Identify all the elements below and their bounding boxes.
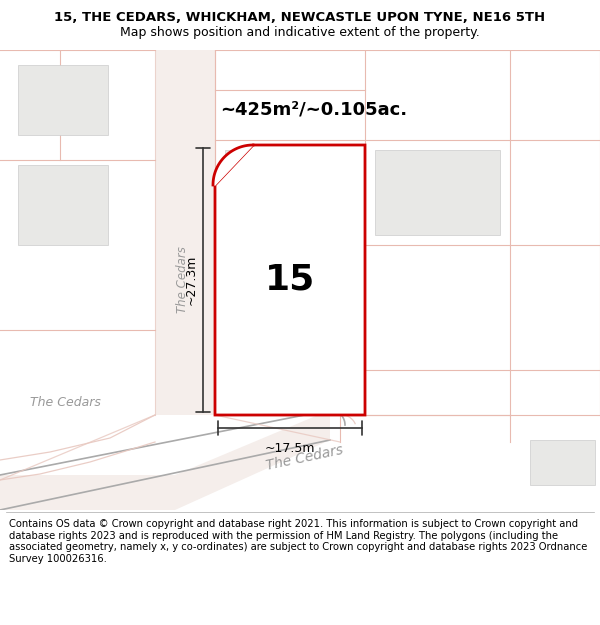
Text: Contains OS data © Crown copyright and database right 2021. This information is : Contains OS data © Crown copyright and d… (9, 519, 587, 564)
Bar (18, 65, 108, 135)
Polygon shape (215, 145, 365, 415)
Polygon shape (155, 50, 215, 415)
Bar (375, 150, 500, 235)
Bar (530, 440, 595, 485)
Text: The Cedars: The Cedars (29, 396, 100, 409)
Text: ~27.3m: ~27.3m (185, 255, 198, 305)
Text: Map shows position and indicative extent of the property.: Map shows position and indicative extent… (120, 26, 480, 39)
Text: 15: 15 (265, 263, 315, 297)
Text: ~17.5m: ~17.5m (265, 442, 315, 455)
Text: The Cedars: The Cedars (176, 246, 190, 314)
Bar (18, 165, 108, 245)
Bar (225, 150, 355, 235)
Polygon shape (213, 145, 253, 185)
Text: ~425m²/~0.105ac.: ~425m²/~0.105ac. (220, 101, 407, 119)
Text: 15, THE CEDARS, WHICKHAM, NEWCASTLE UPON TYNE, NE16 5TH: 15, THE CEDARS, WHICKHAM, NEWCASTLE UPON… (55, 11, 545, 24)
Text: The Cedars: The Cedars (265, 443, 345, 473)
Polygon shape (0, 410, 330, 510)
